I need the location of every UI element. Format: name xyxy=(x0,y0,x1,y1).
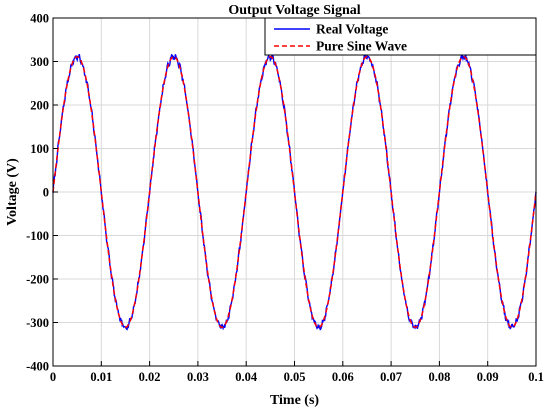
x-tick-label: 0.08 xyxy=(428,370,450,384)
series-layer xyxy=(52,52,537,331)
y-tick-label: 100 xyxy=(30,142,49,156)
y-tick-label: 0 xyxy=(43,186,49,200)
y-tick-label: 300 xyxy=(30,55,49,69)
y-axis-label: Voltage (V) xyxy=(5,158,20,226)
legend: Real Voltage Pure Sine Wave xyxy=(264,17,537,56)
y-tick-label: -100 xyxy=(26,229,49,243)
x-tick-label: 0.09 xyxy=(477,370,499,384)
x-tick-label: 0.02 xyxy=(139,370,161,384)
x-tick-label: 0.1 xyxy=(528,370,544,384)
x-tick-label: 0.01 xyxy=(90,370,112,384)
chart-title: Output Voltage Signal xyxy=(228,3,360,18)
y-tick-label: 400 xyxy=(30,12,49,26)
y-tick-label: -200 xyxy=(26,273,49,287)
legend-box xyxy=(264,17,537,56)
y-tick-label: -400 xyxy=(26,360,49,374)
y-tick-label: -300 xyxy=(26,316,49,330)
x-tick-label: 0 xyxy=(50,370,56,384)
x-tick-label: 0.03 xyxy=(187,370,209,384)
x-tick-label: 0.06 xyxy=(332,370,354,384)
legend-label-real-voltage: Real Voltage xyxy=(316,22,388,37)
tick-layer: 0 0.01 0.02 0.03 0.04 0.05 0.06 0.07 0.08 0.09 0.1… xyxy=(26,12,544,385)
y-tick-label: 200 xyxy=(30,99,49,113)
x-axis-label: Time (s) xyxy=(270,393,319,408)
legend-label-pure-sine: Pure Sine Wave xyxy=(316,39,407,54)
x-tick-label: 0.04 xyxy=(235,370,258,384)
x-tick-label: 0.05 xyxy=(284,370,306,384)
series-line-pure-sine-wave xyxy=(52,55,537,329)
x-tick-label: 0.07 xyxy=(380,370,402,384)
